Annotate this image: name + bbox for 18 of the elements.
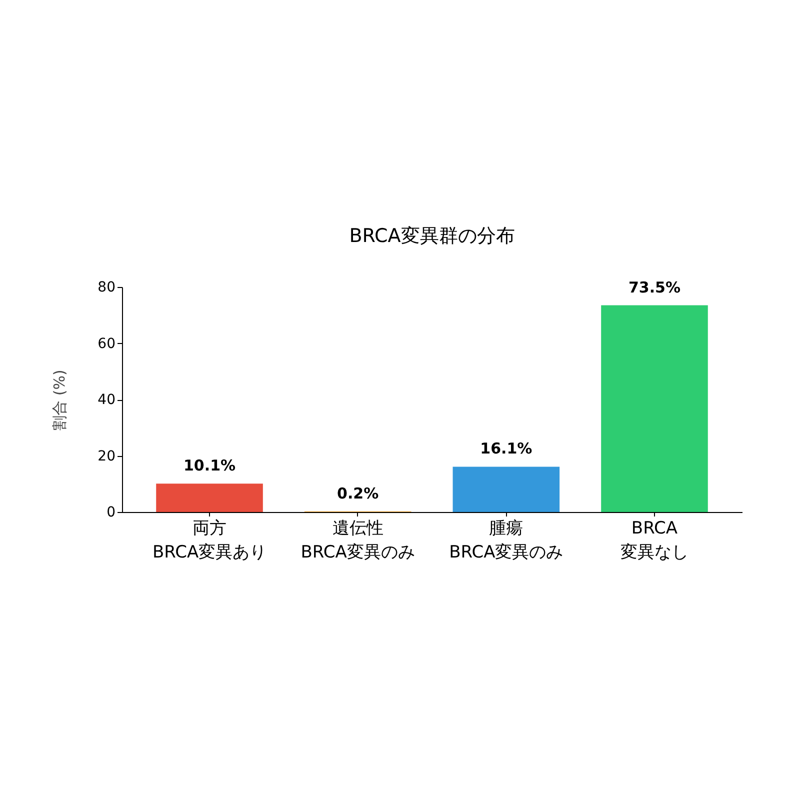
data-label: 0.2% <box>337 484 379 502</box>
y-tick-label: 40 <box>98 392 116 408</box>
bar <box>452 466 560 512</box>
data-label: 73.5% <box>628 278 681 296</box>
x-tick-label: 遺伝性 BRCA変異のみ <box>300 518 415 562</box>
y-tick-label: 0 <box>106 504 116 520</box>
bar <box>601 305 708 512</box>
data-label: 10.1% <box>183 456 236 475</box>
y-axis-title: 割合 (%) <box>50 370 69 430</box>
y-tick-label: 20 <box>98 448 116 464</box>
x-tick-label: BRCA 変異なし <box>620 518 688 562</box>
y-tick-label: 60 <box>98 336 116 352</box>
x-tick-label: 両方 BRCA変異あり <box>152 518 267 562</box>
x-tick-label: 腫瘍 BRCA変異のみ <box>449 518 564 562</box>
chart-title: BRCA変異群の分布 <box>349 225 515 247</box>
bar <box>156 484 263 512</box>
data-label: 16.1% <box>480 440 532 458</box>
y-tick-label: 80 <box>98 280 116 296</box>
